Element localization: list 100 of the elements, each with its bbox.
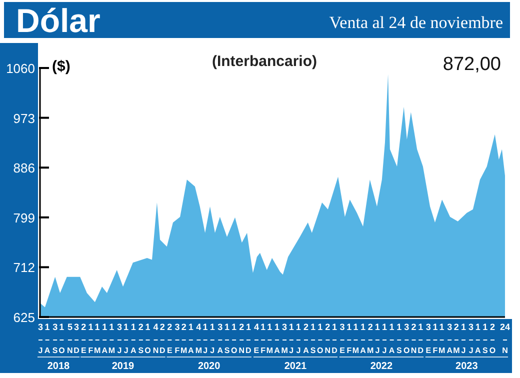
- x-tick-label: 3: [340, 322, 345, 332]
- x-tick-label: 1: [382, 322, 388, 332]
- text: F: [174, 346, 180, 355]
- x-tick-label: 1: [102, 322, 108, 332]
- x-tick-label: 2: [368, 322, 373, 332]
- chart-title: Dólar: [16, 2, 101, 39]
- text: S: [310, 346, 316, 355]
- text: M: [281, 346, 288, 355]
- text: 2020: [198, 361, 221, 372]
- x-tick-label: 1: [188, 322, 194, 332]
- x-tick-label: 2: [325, 322, 330, 332]
- text: J: [203, 346, 208, 355]
- x-tick-label: 1: [145, 322, 150, 332]
- text: M: [180, 346, 188, 355]
- text: J: [382, 346, 387, 355]
- text: F: [432, 346, 438, 355]
- text: N: [324, 346, 331, 355]
- x-tick-label: 1: [288, 322, 294, 332]
- text: J: [296, 346, 301, 355]
- x-tick-label: 2: [239, 322, 244, 332]
- x-tick-label: 1: [246, 322, 251, 332]
- text: A: [102, 346, 108, 355]
- x-tick-label: 2: [138, 322, 144, 332]
- text: M: [94, 346, 101, 355]
- text: 2022: [370, 361, 393, 372]
- text: S: [224, 346, 230, 355]
- text: F: [346, 346, 352, 355]
- x-tick-label: 2: [167, 322, 172, 332]
- text: E: [340, 346, 346, 355]
- text: 2018: [47, 361, 70, 372]
- text: O: [489, 346, 496, 355]
- x-tick-label: 1: [360, 322, 366, 332]
- x-tick-label: 1: [432, 322, 438, 332]
- x-tick-label: 1: [260, 322, 266, 332]
- text: O: [144, 346, 151, 355]
- text: A: [474, 346, 481, 355]
- text: M: [438, 346, 446, 355]
- text: M: [367, 346, 374, 355]
- y-tick-label: 1060: [6, 61, 35, 76]
- text: A: [446, 346, 453, 355]
- x-tick-label: 1: [482, 322, 488, 332]
- y-tick-label: 886: [13, 160, 35, 176]
- x-tick-label: 1: [346, 322, 352, 332]
- x-tick-label: 1: [267, 322, 272, 332]
- x-tick-label: 3: [74, 322, 80, 332]
- text: A: [388, 346, 395, 355]
- x-tick-label: 1: [396, 322, 402, 332]
- text: E: [254, 346, 260, 355]
- x-tick-label: 1: [374, 322, 380, 332]
- x-tick-label: 1: [310, 322, 316, 332]
- x-tick-label: 3: [174, 322, 180, 332]
- text: D: [159, 346, 166, 355]
- x-tick-label: 1: [318, 322, 323, 332]
- text: D: [332, 346, 338, 355]
- text: A: [360, 346, 366, 355]
- text: O: [404, 346, 410, 355]
- text: O: [317, 346, 324, 355]
- x-tick-label: 1: [109, 322, 114, 332]
- text: E: [80, 346, 87, 355]
- x-tick-label: 5: [67, 322, 72, 332]
- x-tick-label: 1: [210, 322, 215, 332]
- text: D: [74, 346, 80, 355]
- text: S: [396, 346, 402, 355]
- text: A: [274, 346, 280, 355]
- x-tick-label: 2: [490, 322, 496, 332]
- x-tick-label: 2: [81, 322, 86, 332]
- text: S: [482, 346, 489, 355]
- x-tick-label: 3: [52, 322, 58, 332]
- x-tick-label: 4: [153, 322, 158, 332]
- y-tick-label: 712: [13, 260, 35, 276]
- x-tick-label: 4: [254, 322, 259, 332]
- text: N: [152, 346, 159, 355]
- text: N: [67, 346, 74, 355]
- text: N: [410, 346, 417, 355]
- text: M: [195, 346, 202, 355]
- x-tick-label: 3: [218, 322, 223, 332]
- text: J: [117, 346, 122, 355]
- x-tick-label: 1: [460, 322, 466, 332]
- x-tick-label: 1: [439, 322, 444, 332]
- text: M: [453, 346, 460, 355]
- text: J: [124, 346, 128, 355]
- x-tick-label: 2: [160, 322, 165, 332]
- text: 2019: [112, 361, 135, 372]
- text: A: [217, 346, 224, 355]
- text: A: [130, 346, 136, 355]
- x-tick-label: 3: [404, 322, 410, 332]
- text: J: [461, 346, 466, 355]
- x-tick-label: 2: [181, 322, 186, 332]
- x-tick-label: 1: [232, 322, 237, 332]
- text: J: [289, 346, 294, 355]
- x-tick-label: 2: [303, 322, 308, 332]
- x-tick-label: 4: [196, 322, 202, 332]
- text: J: [375, 346, 380, 355]
- y-tick-label: 799: [13, 210, 35, 226]
- text: S: [52, 346, 58, 355]
- text: F: [88, 346, 94, 355]
- x-tick-label: 2: [411, 322, 416, 332]
- text: M: [266, 346, 274, 355]
- y-tick-label: 625: [13, 310, 35, 325]
- text: F: [260, 346, 266, 355]
